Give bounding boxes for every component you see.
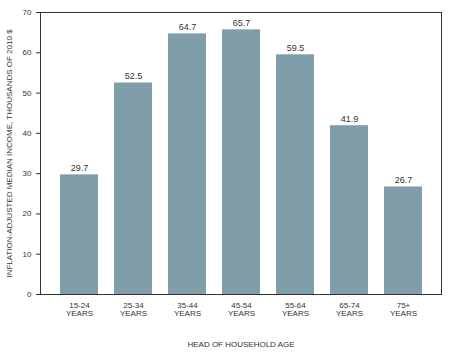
svg-text:60: 60 bbox=[23, 48, 32, 57]
svg-text:55-64YEARS: 55-64YEARS bbox=[282, 301, 309, 318]
svg-text:10: 10 bbox=[23, 250, 32, 259]
svg-text:30: 30 bbox=[23, 169, 32, 178]
svg-text:75+YEARS: 75+YEARS bbox=[390, 301, 417, 318]
svg-text:52.5: 52.5 bbox=[125, 71, 143, 81]
svg-text:26.7: 26.7 bbox=[395, 175, 413, 185]
svg-text:40: 40 bbox=[23, 129, 32, 138]
svg-text:65.7: 65.7 bbox=[233, 18, 251, 28]
svg-text:64.7: 64.7 bbox=[179, 22, 197, 32]
svg-text:25-34YEARS: 25-34YEARS bbox=[120, 301, 147, 318]
svg-text:HEAD OF HOUSEHOLD AGE: HEAD OF HOUSEHOLD AGE bbox=[187, 340, 294, 349]
svg-text:29.7: 29.7 bbox=[71, 163, 89, 173]
svg-text:45-54YEARS: 45-54YEARS bbox=[228, 301, 255, 318]
svg-text:59.5: 59.5 bbox=[287, 43, 305, 53]
svg-text:35-44YEARS: 35-44YEARS bbox=[174, 301, 201, 318]
svg-text:0: 0 bbox=[27, 290, 32, 299]
svg-text:50: 50 bbox=[23, 89, 32, 98]
svg-text:INFLATION-ADJUSTED MEDIAN INCO: INFLATION-ADJUSTED MEDIAN INCOME, THOUSA… bbox=[5, 29, 14, 278]
svg-text:41.9: 41.9 bbox=[341, 114, 359, 124]
svg-text:20: 20 bbox=[23, 209, 32, 218]
svg-text:65-74YEARS: 65-74YEARS bbox=[336, 301, 363, 318]
svg-text:70: 70 bbox=[23, 8, 32, 17]
svg-text:15-24YEARS: 15-24YEARS bbox=[66, 301, 93, 318]
